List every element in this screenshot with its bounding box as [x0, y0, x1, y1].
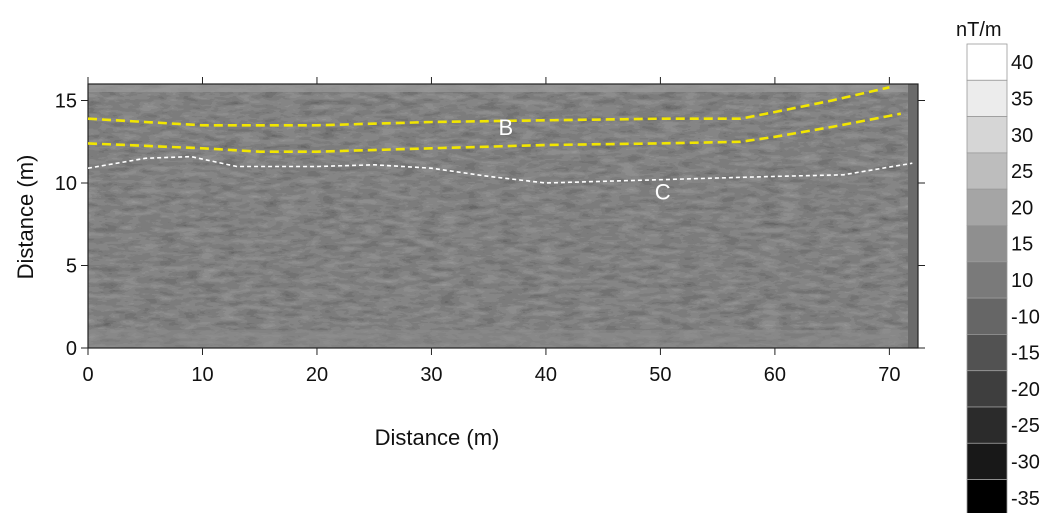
colorbar-swatch	[966, 188, 1008, 226]
colorbar: 40 35 30 25 20 15 10 -10 -15 -20 -25 -30 -35	[966, 43, 1040, 513]
colorbar-label: 20	[1011, 197, 1033, 219]
colorbar-label: -15	[1011, 343, 1040, 365]
interpreted-line-2	[88, 112, 902, 153]
x-tick-label: 50	[649, 364, 671, 386]
colorbar-label: 15	[1011, 234, 1033, 256]
x-tick-label: 20	[306, 364, 328, 386]
interpreted-lines	[88, 86, 913, 184]
colorbar-label: 10	[1011, 270, 1033, 292]
colorbar-label: 25	[1011, 161, 1033, 183]
colorbar-swatch	[966, 370, 1008, 408]
y-tick-label: 10	[55, 173, 77, 195]
colorbar-swatch	[966, 79, 1008, 118]
interpreted-line-1	[88, 86, 890, 127]
annotation-c: C	[655, 180, 671, 205]
colorbar-swatch	[966, 225, 1008, 263]
colorbar-label: 40	[1011, 52, 1033, 74]
y-axis-title: Distance (m)	[13, 155, 38, 280]
colorbar-swatch	[966, 152, 1008, 190]
x-tick-label: 0	[82, 364, 93, 386]
y-axis-ticks: 0 5 10 15	[55, 91, 925, 360]
y-tick-label: 15	[55, 91, 77, 113]
interpreted-line-3	[88, 155, 913, 184]
heatmap-field	[88, 84, 918, 348]
colorbar-unit: nT/m	[956, 19, 1002, 41]
colorbar-label: -10	[1011, 306, 1040, 328]
colorbar-label: -35	[1011, 488, 1040, 510]
x-tick-label: 40	[535, 364, 557, 386]
annotation-b: B	[499, 115, 514, 140]
colorbar-label: 30	[1011, 125, 1033, 147]
y-tick-label: 5	[66, 256, 77, 278]
x-axis-title: Distance (m)	[375, 425, 500, 450]
x-tick-label: 60	[764, 364, 786, 386]
annotations: BC	[499, 115, 671, 204]
x-tick-label: 30	[420, 364, 442, 386]
colorbar-swatch	[966, 116, 1008, 154]
colorbar-swatch	[966, 43, 1008, 81]
colorbar-swatch	[966, 479, 1008, 513]
colorbar-swatch	[966, 333, 1008, 372]
colorbar-swatch	[966, 261, 1008, 299]
x-tick-label: 70	[878, 364, 900, 386]
x-axis-ticks: 0 10 20 30 40 50 60 70	[82, 77, 901, 386]
colorbar-label: 35	[1011, 88, 1033, 110]
colorbar-swatch	[966, 297, 1008, 335]
colorbar-label: -30	[1011, 451, 1040, 473]
x-tick-label: 10	[191, 364, 213, 386]
plot-frame	[87, 83, 919, 349]
y-tick-label: 0	[66, 338, 77, 360]
colorbar-label: -20	[1011, 379, 1040, 401]
colorbar-label: -25	[1011, 415, 1040, 437]
colorbar-swatch	[966, 442, 1008, 480]
colorbar-swatch	[966, 406, 1008, 444]
